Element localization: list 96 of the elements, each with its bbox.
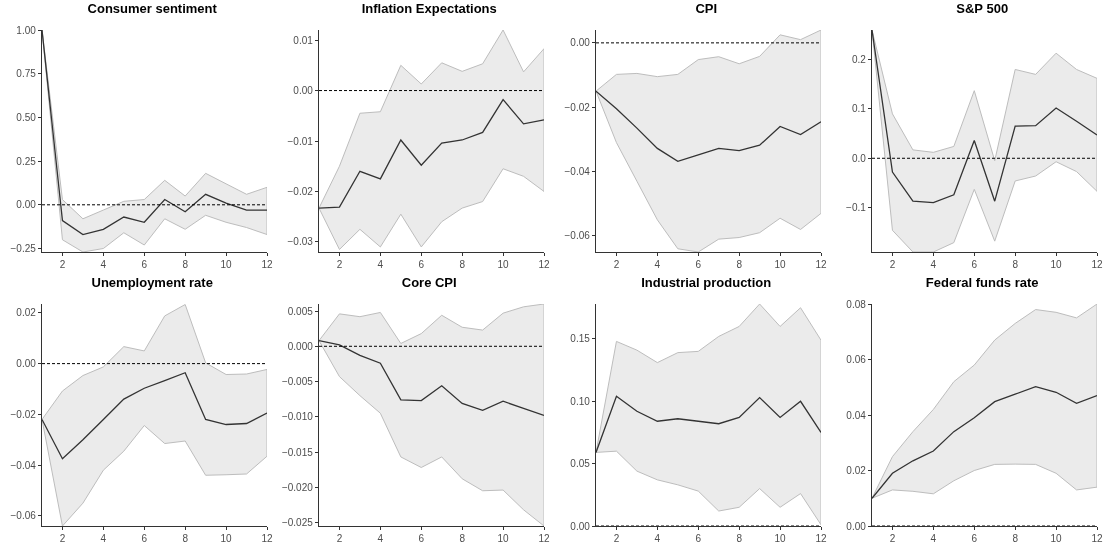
x-tick-label: 4 bbox=[930, 532, 937, 544]
y-tick-label: −0.25 bbox=[10, 243, 37, 254]
x-tick-label: 6 bbox=[971, 259, 978, 271]
x-tick-label: 12 bbox=[538, 532, 550, 544]
y-tick-label: 0.50 bbox=[16, 111, 37, 123]
y-tick-label: −0.005 bbox=[281, 375, 313, 387]
y-tick-label: 0.005 bbox=[287, 305, 313, 317]
x-tick-label: 10 bbox=[774, 532, 786, 544]
x-tick-label: 12 bbox=[1091, 259, 1104, 271]
x-tick-label: 4 bbox=[654, 532, 661, 544]
y-tick-label: 0.08 bbox=[846, 298, 867, 309]
y-tick-label: −0.015 bbox=[281, 446, 313, 457]
x-tick-label: 8 bbox=[182, 259, 189, 271]
x-tick-label: 6 bbox=[141, 259, 148, 271]
y-tick-label: −0.04 bbox=[563, 166, 590, 178]
x-tick-label: 10 bbox=[220, 532, 233, 544]
y-tick-label: −0.02 bbox=[563, 101, 590, 113]
y-tick-label: 0.2 bbox=[852, 54, 867, 66]
chart-title: Federal funds rate bbox=[926, 274, 1039, 290]
y-tick-label: 0.000 bbox=[287, 340, 313, 352]
y-tick-label: −0.010 bbox=[281, 410, 313, 422]
y-tick-label: 0.00 bbox=[846, 520, 867, 531]
y-tick-label: 0.00 bbox=[293, 85, 313, 97]
y-tick-label: 0.00 bbox=[16, 357, 37, 369]
x-tick-label: 10 bbox=[497, 259, 509, 271]
y-tick-label: 0.1 bbox=[852, 103, 867, 115]
y-tick-label: −0.03 bbox=[287, 236, 313, 248]
x-tick-label: 4 bbox=[377, 259, 384, 271]
chart-title: S&P 500 bbox=[956, 1, 1009, 17]
y-tick-label: 0.00 bbox=[16, 199, 37, 211]
x-tick-label: 6 bbox=[694, 259, 701, 271]
y-tick-label: −0.020 bbox=[281, 481, 313, 493]
x-tick-label: 8 bbox=[459, 532, 466, 544]
chart-title: Consumer sentiment bbox=[87, 1, 218, 17]
x-tick-label: 12 bbox=[814, 532, 827, 544]
x-tick-label: 6 bbox=[418, 532, 425, 544]
x-tick-label: 8 bbox=[1012, 259, 1019, 271]
x-tick-label: 8 bbox=[459, 259, 466, 271]
x-tick-label: 6 bbox=[694, 532, 701, 544]
x-tick-label: 12 bbox=[814, 259, 827, 271]
y-tick-label: −0.01 bbox=[287, 135, 313, 147]
x-tick-label: 10 bbox=[220, 259, 233, 271]
y-tick-label: 0.06 bbox=[846, 353, 867, 365]
y-tick-label: 0.10 bbox=[569, 395, 590, 407]
x-tick-label: 6 bbox=[971, 532, 978, 544]
y-tick-label: 0.75 bbox=[16, 68, 37, 80]
x-tick-label: 2 bbox=[336, 259, 343, 271]
x-tick-label: 2 bbox=[336, 532, 343, 544]
x-tick-label: 4 bbox=[100, 532, 107, 544]
x-tick-label: 10 bbox=[497, 532, 509, 544]
chart-title: Core CPI bbox=[401, 274, 457, 290]
chart-title: Industrial production bbox=[640, 274, 771, 290]
y-tick-label: −0.02 bbox=[10, 408, 37, 420]
y-tick-label: 0.02 bbox=[846, 464, 867, 476]
y-tick-label: 0.04 bbox=[846, 409, 867, 420]
x-tick-label: 2 bbox=[889, 532, 896, 544]
y-tick-label: 0.25 bbox=[16, 155, 37, 167]
y-tick-label: −0.02 bbox=[287, 185, 313, 197]
x-tick-label: 4 bbox=[377, 532, 384, 544]
chart-title: CPI bbox=[694, 1, 717, 17]
x-tick-label: 4 bbox=[930, 259, 937, 271]
x-tick-label: 8 bbox=[735, 259, 742, 271]
x-tick-label: 4 bbox=[100, 259, 107, 271]
y-tick-label: −0.1 bbox=[846, 202, 867, 214]
x-tick-label: 10 bbox=[1050, 259, 1063, 271]
y-tick-label: −0.025 bbox=[281, 516, 313, 528]
x-tick-label: 8 bbox=[182, 532, 189, 544]
x-tick-label: 2 bbox=[613, 259, 620, 271]
x-tick-label: 2 bbox=[613, 532, 620, 544]
x-tick-label: 12 bbox=[261, 532, 273, 544]
x-tick-label: 2 bbox=[59, 259, 66, 271]
y-tick-label: 0.00 bbox=[569, 520, 590, 531]
y-tick-label: 0.05 bbox=[569, 457, 590, 469]
x-tick-label: 12 bbox=[538, 259, 550, 271]
y-tick-label: 0.0 bbox=[852, 152, 867, 164]
x-tick-label: 8 bbox=[735, 532, 742, 544]
y-tick-label: 0.15 bbox=[569, 332, 590, 344]
y-tick-label: −0.04 bbox=[10, 459, 37, 471]
y-tick-label: −0.06 bbox=[10, 509, 37, 521]
x-tick-label: 8 bbox=[1012, 532, 1019, 544]
x-tick-label: 2 bbox=[889, 259, 896, 271]
x-tick-label: 12 bbox=[261, 259, 273, 271]
chart-title: Inflation Expectations bbox=[361, 1, 497, 17]
x-tick-label: 10 bbox=[1050, 532, 1063, 544]
y-tick-label: 1.00 bbox=[16, 24, 37, 36]
y-tick-label: 0.00 bbox=[569, 37, 590, 49]
chart-title: Unemployment rate bbox=[91, 274, 213, 290]
x-tick-label: 12 bbox=[1091, 532, 1104, 544]
x-tick-label: 6 bbox=[418, 259, 425, 271]
y-tick-label: 0.01 bbox=[293, 34, 313, 46]
x-tick-label: 4 bbox=[654, 259, 661, 271]
y-tick-label: −0.06 bbox=[563, 230, 590, 242]
x-tick-label: 2 bbox=[59, 532, 66, 544]
y-tick-label: 0.02 bbox=[16, 306, 37, 318]
x-tick-label: 6 bbox=[141, 532, 148, 544]
x-tick-label: 10 bbox=[774, 259, 786, 271]
